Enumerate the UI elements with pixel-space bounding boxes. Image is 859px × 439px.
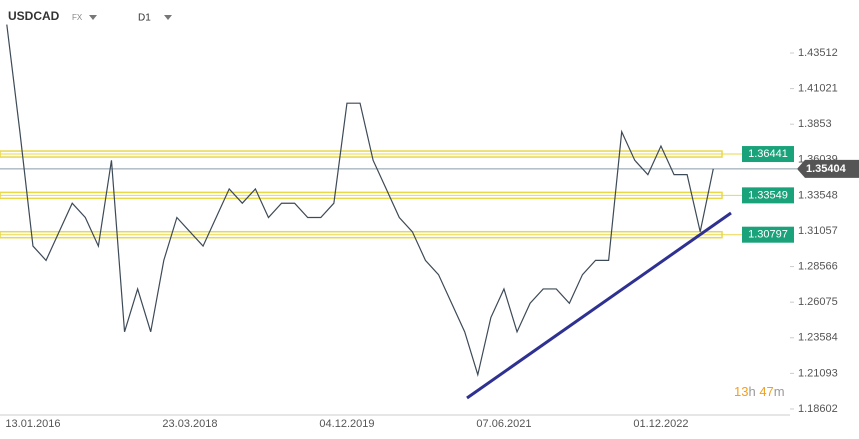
current-price-label-bg	[797, 159, 859, 178]
y-tick-label: 1.23584	[798, 332, 838, 344]
countdown: 13h 47m	[734, 384, 785, 399]
y-tick-label: 1.21093	[798, 367, 838, 379]
y-tick-label: 1.3853	[798, 118, 832, 130]
y-tick-label: 1.33548	[798, 189, 838, 201]
level-label: 1.33549	[748, 189, 788, 201]
y-tick-label: 1.26075	[798, 296, 838, 308]
current-price-label: 1.35404	[806, 163, 847, 175]
price-line	[6, 24, 714, 378]
x-tick-label: 13.01.2016	[5, 418, 60, 430]
y-tick-label: 1.43512	[798, 47, 838, 59]
dropdown-icon[interactable]	[164, 15, 172, 20]
countdown-minutes: 47	[759, 384, 773, 399]
level-label-bg	[742, 187, 794, 204]
x-tick-label: 23.03.2018	[162, 418, 217, 430]
x-tick-label: 04.12.2019	[319, 418, 374, 430]
x-tick-label: 01.12.2022	[633, 418, 688, 430]
y-tick-label: 1.41021	[798, 82, 838, 94]
y-tick-label: 1.18602	[798, 403, 838, 415]
countdown-unit: h	[748, 384, 755, 399]
x-tick-label: 07.06.2021	[476, 418, 531, 430]
y-tick-label: 1.28566	[798, 260, 838, 272]
countdown-hours: 13	[734, 384, 748, 399]
level-label: 1.30797	[748, 229, 788, 241]
symbol[interactable]: USDCAD	[8, 9, 60, 23]
interval[interactable]: D1	[138, 13, 151, 24]
y-tick-label: 1.31057	[798, 225, 838, 237]
market: FX	[72, 13, 83, 22]
level-label-bg	[742, 146, 794, 163]
level-label-bg	[742, 226, 794, 243]
countdown-unit: m	[774, 384, 785, 399]
level-label: 1.36441	[748, 148, 788, 160]
dropdown-icon[interactable]	[89, 15, 97, 20]
trendline	[466, 211, 732, 400]
